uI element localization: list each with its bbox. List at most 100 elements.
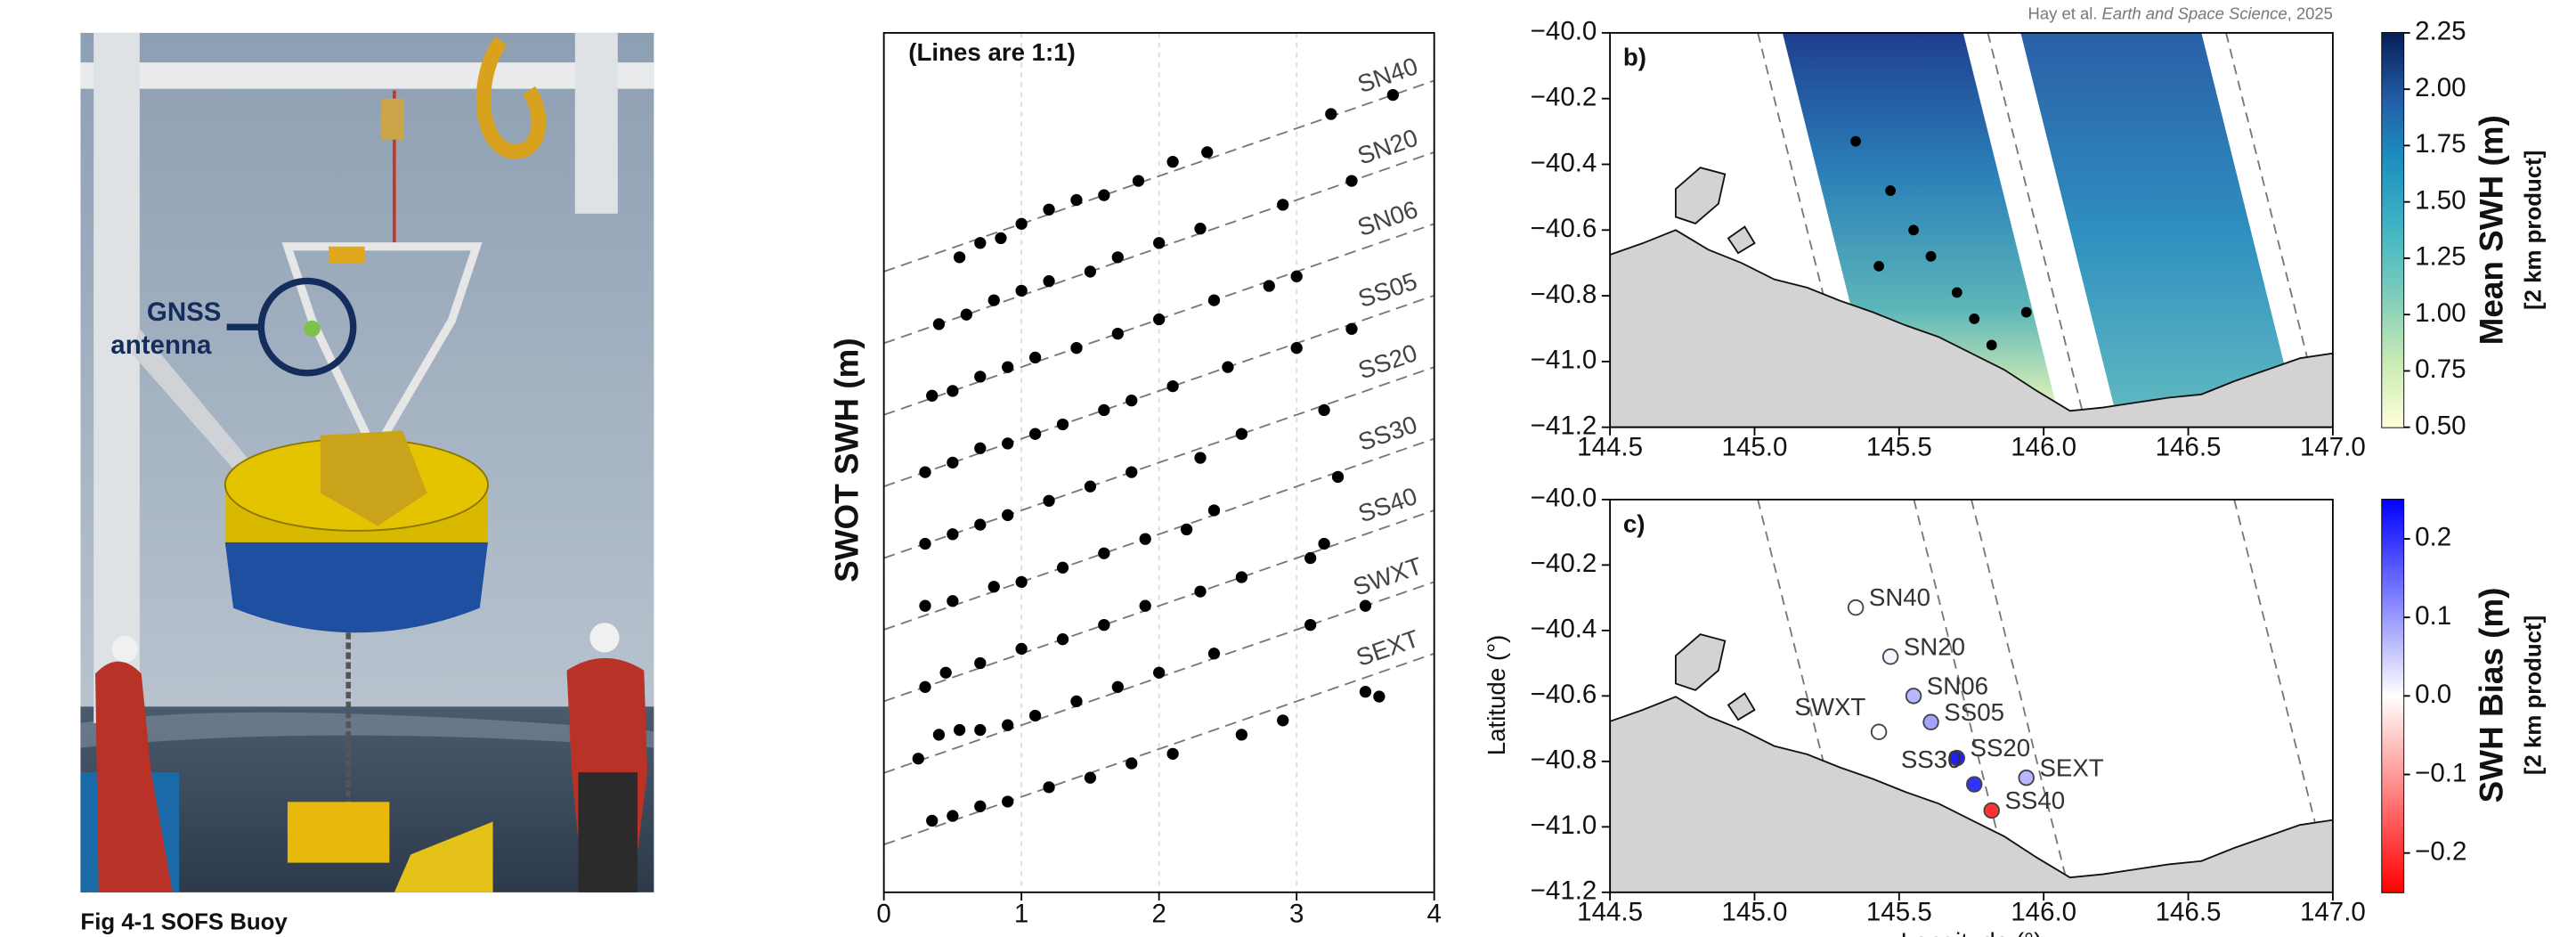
x-tick-label: 146.0 bbox=[2011, 898, 2076, 927]
colorbar-tick-label: 2.25 bbox=[2415, 17, 2466, 46]
point bbox=[1331, 470, 1345, 484]
point bbox=[1111, 680, 1124, 693]
deck-box bbox=[287, 802, 390, 863]
scatter-panel: 0 1 2 3 4SN40SN20SN06SS05SS20SS30SS40SWXTSEX… bbox=[876, 31, 1442, 928]
colorbar-tick-label: 0.50 bbox=[2415, 411, 2466, 440]
station-label: SWXT bbox=[1794, 693, 1865, 721]
station-label: SN20 bbox=[1904, 632, 1965, 660]
x-tick-label: 4 bbox=[1426, 899, 1441, 928]
point bbox=[1345, 322, 1358, 335]
point bbox=[1015, 642, 1028, 656]
map-c bbox=[1610, 499, 2333, 892]
point bbox=[1304, 618, 1317, 631]
point bbox=[1002, 795, 1014, 808]
person-legs bbox=[578, 772, 638, 892]
y-axis-label: SWOT SWH (m) bbox=[829, 338, 865, 582]
y-axis-label: Latitude (°) bbox=[1483, 635, 1510, 756]
point bbox=[1139, 599, 1151, 612]
station-label: SS05 bbox=[1944, 698, 2004, 726]
station-dot bbox=[1986, 339, 1997, 351]
station-label: SS30 bbox=[1901, 746, 1962, 773]
point bbox=[1043, 275, 1055, 288]
tower-frame bbox=[281, 242, 483, 461]
y-tick-label: −40.0 bbox=[1531, 484, 1597, 513]
crane-pillar bbox=[93, 32, 140, 723]
panel-label: c) bbox=[1623, 510, 1646, 538]
one-to-one-line bbox=[883, 294, 1434, 488]
point bbox=[995, 232, 1007, 245]
point bbox=[1194, 223, 1207, 235]
colorbar-label: SWH Bias (m) bbox=[2473, 588, 2509, 803]
credit-year: , 2025 bbox=[2288, 4, 2333, 22]
point bbox=[1002, 509, 1014, 521]
point bbox=[919, 599, 931, 612]
point bbox=[1002, 719, 1014, 731]
colorbar-tick-label: 0.1 bbox=[2415, 601, 2451, 631]
y-tick-label: −40.2 bbox=[1531, 549, 1597, 578]
station-bias bbox=[1905, 688, 1922, 705]
colorbar-tick-label: −0.1 bbox=[2415, 758, 2466, 787]
colorbar-tick-label: 1.25 bbox=[2415, 242, 2466, 272]
point bbox=[947, 528, 959, 541]
point bbox=[953, 723, 966, 737]
point bbox=[1166, 379, 1179, 393]
tower-box bbox=[329, 246, 365, 264]
station-dot bbox=[2020, 306, 2032, 318]
gnss bbox=[304, 320, 321, 338]
buoy-housing bbox=[320, 430, 427, 526]
point bbox=[1028, 428, 1042, 440]
y-tick-label: −40.6 bbox=[1531, 680, 1597, 709]
point bbox=[1318, 403, 1330, 417]
colorbar-label: Mean SWH (m) bbox=[2473, 115, 2509, 345]
point bbox=[912, 753, 924, 765]
point bbox=[1043, 203, 1055, 216]
station-bias bbox=[2018, 769, 2035, 786]
point bbox=[960, 308, 972, 321]
point bbox=[974, 723, 987, 737]
point bbox=[919, 680, 931, 693]
point bbox=[947, 810, 959, 822]
point bbox=[1015, 217, 1028, 230]
station-label: SEXT bbox=[2039, 754, 2103, 781]
station-dot bbox=[1969, 314, 1980, 324]
colorbar-tick-label: 0.2 bbox=[2415, 523, 2451, 552]
point bbox=[1359, 599, 1372, 612]
x-tick-label: 2 bbox=[1151, 899, 1166, 928]
station-bias bbox=[1966, 776, 1983, 793]
point bbox=[1207, 504, 1221, 517]
point bbox=[1290, 270, 1303, 282]
station-dot bbox=[1925, 250, 1937, 262]
point bbox=[919, 537, 931, 550]
point bbox=[974, 518, 987, 531]
point bbox=[974, 371, 987, 383]
wave bbox=[80, 712, 654, 748]
point bbox=[1002, 437, 1014, 450]
y-tick-label: −40.6 bbox=[1531, 214, 1597, 243]
y-tick-label: −40.4 bbox=[1531, 148, 1597, 177]
point bbox=[1056, 633, 1069, 646]
station-dot bbox=[1885, 185, 1896, 196]
station-label: SN40 bbox=[1869, 583, 1930, 611]
x-tick-label: 145.0 bbox=[1722, 432, 1788, 461]
point bbox=[953, 251, 966, 264]
station-dot bbox=[1908, 224, 1919, 236]
station-bias bbox=[1847, 599, 1865, 616]
point bbox=[1056, 561, 1069, 574]
point bbox=[974, 800, 987, 812]
point bbox=[919, 466, 931, 478]
station-label: SN06 bbox=[1927, 672, 1988, 699]
y-tick-label: −40.2 bbox=[1531, 82, 1597, 111]
point bbox=[1386, 88, 1399, 102]
x-tick-label: 145.5 bbox=[1866, 432, 1932, 461]
one-to-one-line bbox=[883, 437, 1434, 631]
station-dot bbox=[1873, 260, 1885, 272]
point bbox=[1207, 648, 1221, 660]
point bbox=[1015, 575, 1028, 589]
point bbox=[1111, 251, 1124, 264]
point bbox=[1098, 189, 1110, 201]
x-tick-label: 144.5 bbox=[1577, 898, 1643, 927]
point bbox=[1098, 547, 1110, 559]
one-to-one-line bbox=[883, 652, 1434, 846]
point bbox=[1373, 690, 1386, 703]
